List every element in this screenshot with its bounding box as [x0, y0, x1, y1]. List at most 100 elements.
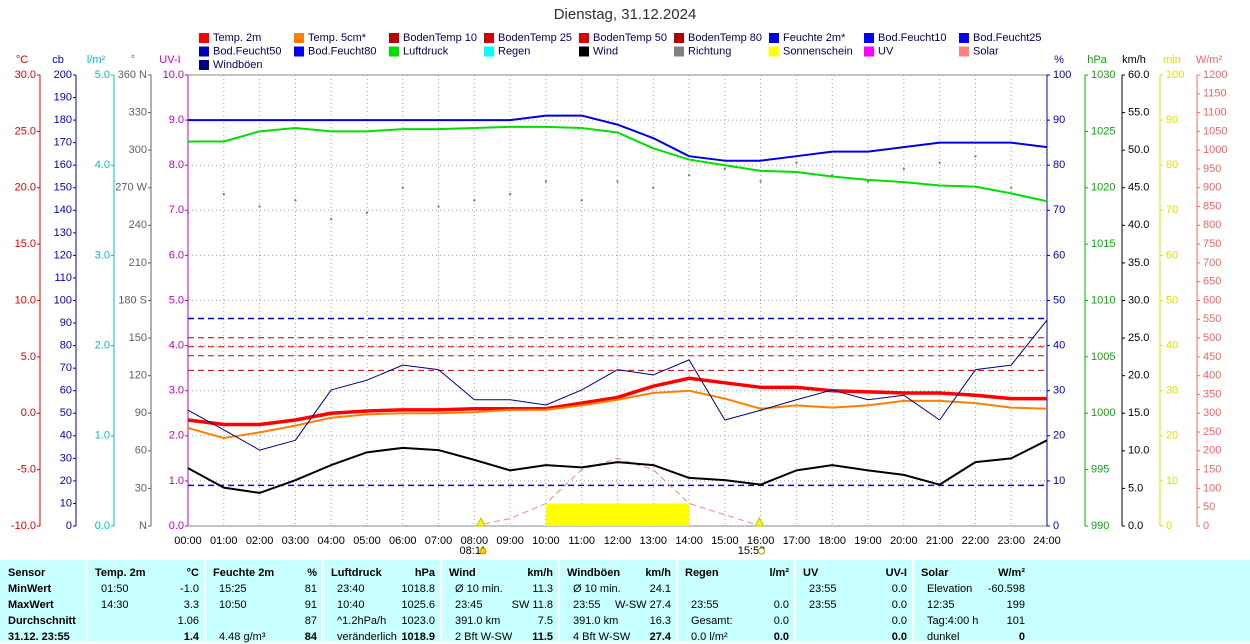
y-tick-label: 5.0 [169, 294, 184, 306]
y-tick-label: 30.0 [15, 69, 36, 81]
table-cell: hPa [414, 567, 435, 579]
direction-dot [473, 199, 476, 202]
legend-swatch [294, 33, 304, 43]
y-tick-label: 450 [1203, 351, 1221, 363]
direction-dot [222, 192, 225, 196]
table-cell: km/h [527, 567, 553, 579]
y-tick-label: 40.0 [1128, 219, 1149, 231]
table-cell: Gesamt: [691, 615, 733, 627]
table-cell: UV [803, 567, 819, 579]
x-tick-label: 16:00 [747, 535, 775, 547]
bar [617, 503, 654, 526]
y-tick-label: 5.0 [1128, 482, 1143, 494]
y-tick-label: 100 [1166, 69, 1184, 81]
sun-icon [479, 547, 487, 555]
y-tick-label: 100 [1053, 69, 1071, 81]
table-cell: 1.4 [183, 631, 199, 643]
legend-swatch [674, 33, 684, 43]
table-cell: 31.12. 23:55 [8, 631, 70, 643]
table-cell: 10:50 [219, 599, 247, 611]
y-tick-label: 500 [1203, 332, 1221, 344]
y-tick-label: 250 [1203, 426, 1221, 438]
y-tick-label: 1050 [1203, 125, 1227, 137]
bar [545, 503, 582, 526]
y-tick-label: 2.0 [95, 340, 110, 352]
legend-label: BodenTemp 10 [403, 32, 477, 44]
sun-time: 15:58 [738, 545, 766, 557]
chart: Dienstag, 31.12.2024 00:00 01:00 02:00 03:0… [11, 6, 1228, 557]
y-tick-label: 40 [60, 430, 72, 442]
table-cell: MaxWert [8, 599, 54, 611]
y-tick-label: 80 [1166, 159, 1178, 171]
series-line [187, 376, 1047, 427]
table-cell: Windböen [567, 567, 621, 579]
table-cell: 23:55 [691, 599, 719, 611]
y-tick-label: 20.0 [15, 182, 36, 194]
table-cell: UV-I [885, 567, 907, 579]
legend-label: Feuchte 2m* [783, 32, 846, 44]
y-tick-label: 180 [54, 114, 72, 126]
y-tick-label: 5.0 [21, 351, 36, 363]
direction-dot [294, 199, 297, 202]
table-cell: °C [186, 567, 199, 579]
table-cell: Ø 10 min. [573, 583, 621, 595]
legend-swatch [959, 33, 969, 43]
legend-label: Temp. 5cm* [308, 32, 367, 44]
table-cell: Ø 10 min. [455, 583, 503, 595]
table-cell: Elevation [927, 583, 973, 595]
direction-dot [580, 199, 583, 202]
x-tick-label: 24:00 [1033, 535, 1061, 547]
y-tick-label: 120 [129, 370, 147, 382]
y-tick-label: 25.0 [1128, 332, 1149, 344]
y-tick-label: 650 [1203, 276, 1221, 288]
legend-swatch [484, 33, 494, 43]
series-line [187, 319, 1048, 451]
column-separator [912, 560, 914, 641]
x-tick-label: 13:00 [640, 535, 668, 547]
y-tick-label: 210 [129, 257, 147, 269]
y-tick-label: 350 [1203, 388, 1221, 400]
y-tick-label: 1015 [1091, 238, 1115, 250]
axis-title: UV-I [159, 54, 180, 66]
y-tick-label: 0 [66, 520, 72, 532]
legend-swatch [769, 46, 779, 57]
y-tick-label: 100 [1203, 482, 1221, 494]
x-tick-label: 20:00 [890, 535, 918, 547]
table-cell: 11.3 [532, 583, 553, 595]
x-tick-label: 00:00 [174, 535, 202, 547]
y-tick-label: 180 S [118, 294, 147, 306]
legend-swatch [769, 33, 779, 43]
direction-dot [723, 167, 727, 171]
y-tick-label: 15.0 [15, 238, 36, 250]
legend-swatch [484, 46, 494, 57]
y-tick-label: 1000 [1091, 407, 1115, 419]
table-cell: SW 11.8 [511, 599, 553, 611]
x-tick-label: 15:00 [711, 535, 739, 547]
table-cell: W/m² [998, 567, 1025, 579]
legend-swatch [674, 46, 684, 57]
y-tick-label: 800 [1203, 219, 1221, 231]
y-tick-label: 170 [54, 137, 72, 149]
table-cell: 101 [1006, 615, 1025, 627]
y-tick-label: 160 [54, 159, 72, 171]
table-cell: MinWert [8, 583, 52, 595]
table-cell: 0.0 [773, 599, 789, 611]
y-tick-label: 15.0 [1128, 407, 1149, 419]
table-cell: 23:55 [573, 599, 601, 611]
y-tick-label: 20.0 [1128, 370, 1149, 382]
y-tick-label: 1010 [1091, 294, 1115, 306]
x-tick-label: 05:00 [353, 535, 381, 547]
y-tick-label: 150 [1203, 464, 1221, 476]
y-tick-label: 1200 [1203, 69, 1227, 81]
chart-title: Dienstag, 31.12.2024 [554, 6, 697, 23]
table-cell: 10:40 [337, 599, 365, 611]
table-cell: 87 [304, 615, 317, 627]
y-tick-label: 750 [1203, 238, 1221, 250]
table-cell: 7.5 [537, 615, 553, 627]
table-cell: 1023.0 [401, 615, 435, 627]
table-cell: ^1.2hPa/h [337, 615, 387, 627]
table-cell: 11.5 [532, 631, 553, 643]
direction-dot [795, 161, 798, 164]
table-cell: 1018.8 [401, 583, 435, 595]
y-tick-label: 30.0 [1128, 294, 1149, 306]
